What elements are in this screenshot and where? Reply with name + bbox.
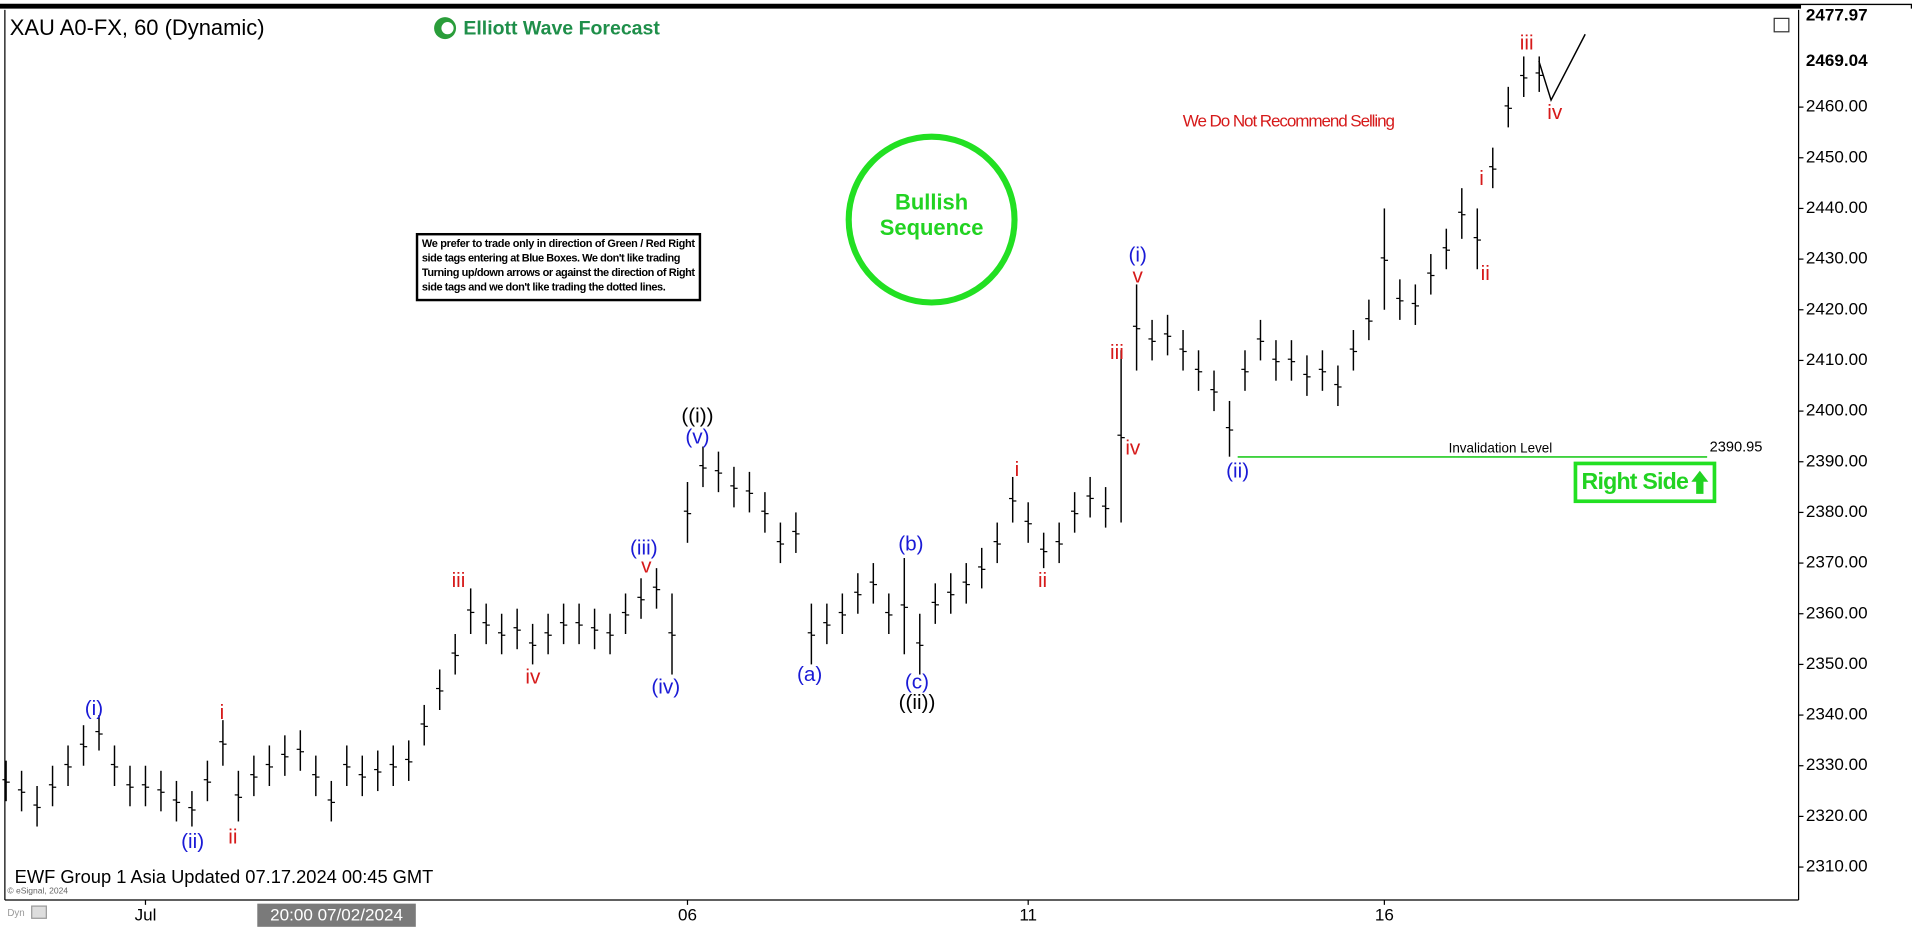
- mode: Dyn: [7, 908, 24, 919]
- y-tick-label: 2320.00: [1806, 806, 1868, 825]
- wave-label: ii: [1038, 569, 1047, 592]
- right-side-text: Right Side: [1582, 468, 1689, 494]
- wave-label: ii: [228, 825, 237, 848]
- copyright: © eSignal, 2024: [7, 886, 68, 896]
- y-tick-label: 2460.00: [1806, 97, 1868, 116]
- wave-label: iii: [1520, 31, 1534, 54]
- wave-label: (b): [898, 533, 923, 556]
- wave-label: ii: [1481, 262, 1490, 285]
- wave-label: iii: [452, 569, 466, 592]
- wave-label: iv: [1547, 101, 1563, 124]
- right-side-tag: [1573, 461, 1717, 504]
- y-tick-label: 2350.00: [1806, 654, 1868, 673]
- top-bar: [0, 3, 1912, 9]
- disclaimer-line: Turning up/down arrows or against the di…: [422, 267, 695, 279]
- y-tick-label: 2370.00: [1806, 553, 1868, 572]
- wave-label: ((ii)): [899, 691, 936, 714]
- crosshair-box: [257, 903, 416, 927]
- x-tick-label: 06: [678, 905, 697, 924]
- warning: We Do Not Recommend Selling: [1183, 112, 1395, 131]
- wave-label: (v): [685, 425, 709, 448]
- wave-label: (iv): [651, 675, 680, 698]
- wave-label: iv: [1125, 436, 1141, 459]
- wave-label: v: [641, 555, 652, 578]
- crosshair-label: 20:00 07/02/2024: [270, 905, 403, 924]
- y-tick-label: 2330.00: [1806, 755, 1868, 774]
- wave-label: (ii): [181, 830, 204, 853]
- badge-text: Bullish: [895, 190, 968, 215]
- y-tick-label: 2380.00: [1806, 502, 1868, 521]
- y-tick-label: 2450.00: [1806, 147, 1868, 166]
- y-tick-label: 2310.00: [1806, 857, 1868, 876]
- disclaimer-line: side tags entering at Blue Boxes. We don…: [422, 252, 681, 264]
- y-tick-label: 2340.00: [1806, 705, 1868, 724]
- price-marker: [1801, 5, 1911, 28]
- window-button[interactable]: [1773, 17, 1790, 33]
- wave-label: iii: [1110, 341, 1124, 364]
- y-tick-label: 2390.00: [1806, 451, 1868, 470]
- x-tick-label: Jul: [135, 905, 157, 924]
- wave-label: (ii): [1226, 459, 1249, 482]
- badge-text: Sequence: [880, 215, 984, 240]
- wave-label: i: [1479, 167, 1484, 190]
- x-tick-label: 11: [1019, 905, 1037, 924]
- wave-label: i: [220, 701, 225, 724]
- x-tick-label: 16: [1375, 905, 1394, 924]
- disclaimer-line: side tags and we don't like trading the …: [422, 282, 666, 294]
- disclaimer-line: We prefer to trade only in direction of …: [422, 238, 695, 250]
- wave-label: ((i)): [681, 405, 713, 428]
- wave-label: (i): [85, 697, 103, 720]
- wave-label: (a): [797, 663, 822, 686]
- y-tick-label: 2410.00: [1806, 350, 1868, 369]
- wave-label: (iii): [630, 536, 658, 559]
- price-marker-label: 2469.04: [1806, 51, 1868, 70]
- projection-path: [1538, 33, 1586, 102]
- badge-circle: [845, 133, 1018, 306]
- wave-label: v: [1133, 264, 1144, 287]
- right-side-arrow: [1691, 470, 1709, 494]
- mode-button[interactable]: [31, 905, 47, 919]
- wave-label: (c): [905, 670, 929, 693]
- wave-label: i: [1015, 458, 1020, 481]
- invalidation-value: 2390.95: [1710, 439, 1763, 455]
- wave-label: (i): [1128, 244, 1146, 267]
- brand: Elliott Wave Forecast: [463, 18, 660, 40]
- y-tick-label: 2360.00: [1806, 603, 1868, 622]
- y-tick-label: 2430.00: [1806, 249, 1868, 268]
- invalidation-label: Invalidation Level: [1449, 440, 1553, 455]
- logo-icon-inner: [441, 22, 454, 35]
- disclaimer-box: [415, 232, 702, 302]
- y-tick-label: 2400.00: [1806, 401, 1868, 420]
- wave-label: iv: [525, 666, 541, 689]
- footer: EWF Group 1 Asia Updated 07.17.2024 00:4…: [15, 866, 434, 887]
- chart-title: XAU A0-FX, 60 (Dynamic): [10, 15, 265, 40]
- y-tick-label: 2440.00: [1806, 198, 1868, 217]
- price-marker-label: 2477.97: [1806, 6, 1868, 25]
- price-marker: [1801, 50, 1911, 73]
- y-tick-label: 2420.00: [1806, 299, 1868, 318]
